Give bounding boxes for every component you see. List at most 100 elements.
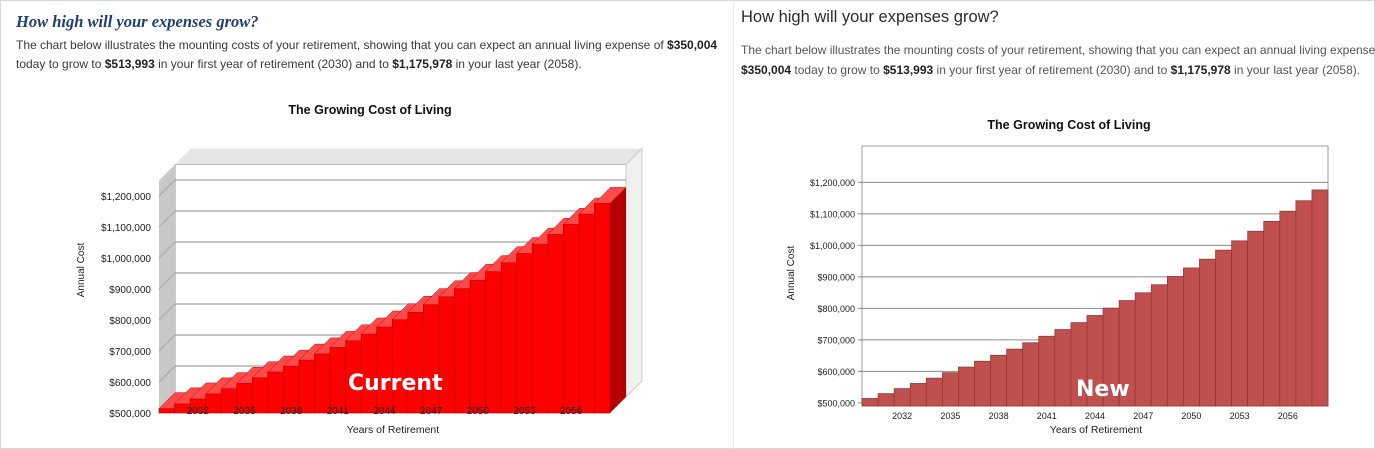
bar	[594, 203, 611, 414]
amount-today: $350,004	[667, 38, 718, 52]
amount-first-year: $513,993	[883, 63, 934, 77]
bar	[423, 304, 440, 414]
y-tick-label: $1,200,000	[101, 192, 151, 203]
bar	[407, 312, 424, 414]
x-tick-label: 2047	[1133, 411, 1153, 421]
bar	[990, 354, 1007, 407]
x-tick-label: 2032	[892, 411, 912, 421]
new-heading: How high will your expenses grow?	[741, 8, 999, 26]
x-tick-label: 2035	[233, 406, 256, 417]
new-description: The chart below illustrates the mounting…	[741, 40, 1375, 80]
current-heading: How high will your expenses grow?	[16, 12, 259, 31]
y-axis-label: Annual Cost	[786, 246, 797, 301]
gridline-side	[158, 241, 176, 259]
bar	[1231, 240, 1249, 407]
y-tick-label: $900,000	[817, 272, 855, 282]
current-label: Current	[348, 371, 443, 396]
gridline-side	[158, 210, 176, 228]
bar	[314, 353, 331, 414]
bar	[1054, 329, 1072, 407]
x-tick-label: 2044	[373, 406, 396, 417]
y-tick-label: $1,100,000	[810, 209, 855, 219]
bar	[1134, 292, 1152, 407]
x-tick-label: 2035	[940, 411, 960, 421]
bar	[454, 288, 471, 414]
bar	[925, 377, 943, 407]
x-axis-label: Years of Retirement	[347, 424, 439, 436]
x-tick-label: 2056	[1278, 411, 1298, 421]
x-tick-label: 2044	[1085, 411, 1105, 421]
y-tick-label: $500,000	[817, 398, 855, 408]
y-tick-label: $900,000	[109, 285, 151, 296]
bar	[941, 372, 959, 407]
new-cost-chart: $500,000 $600,000 $700,000 $800,000 $900,000…	[786, 118, 1329, 436]
left-side-wall	[159, 164, 175, 413]
current-description: The chart below illustrates the mounting…	[16, 36, 728, 74]
x-tick-label: 2041	[1037, 411, 1057, 421]
bar	[1215, 249, 1232, 407]
bar	[1295, 200, 1313, 407]
amount-last-year: $1,175,978	[1170, 63, 1231, 77]
y-tick-label: $1,200,000	[810, 178, 855, 188]
y-tick-label: $800,000	[109, 316, 151, 327]
bar	[909, 383, 927, 407]
bar	[391, 319, 409, 414]
bar	[485, 271, 502, 414]
desc-mid2: in your first year of retirement (2030) …	[154, 57, 393, 71]
bar	[1166, 276, 1184, 407]
x-tick-label: 2053	[1230, 411, 1250, 421]
x-tick-label: 2038	[989, 411, 1009, 421]
desc-mid2: in your first year of retirement (2030) …	[933, 63, 1171, 77]
top-wall	[175, 148, 642, 165]
bar	[861, 398, 879, 407]
bar	[1247, 230, 1265, 407]
x-tick-label: 2050	[1181, 411, 1201, 421]
y-tick-label: $1,000,000	[101, 254, 151, 265]
bar	[877, 393, 895, 407]
right-side-wall	[625, 147, 643, 399]
bar	[1199, 258, 1216, 407]
desc-mid1: today to grow to	[16, 57, 105, 71]
y-tick-label: $1,000,000	[810, 241, 855, 251]
amount-today: $350,004	[741, 63, 792, 77]
bar	[1263, 221, 1281, 407]
bar	[531, 243, 549, 414]
amount-first-year: $513,993	[104, 57, 155, 71]
bar	[1006, 348, 1024, 407]
new-panel: How high will your expenses grow? The ch…	[734, 0, 1375, 449]
x-tick-label: 2038	[280, 406, 303, 417]
x-tick-label: 2053	[513, 406, 536, 417]
x-tick-label: 2050	[467, 406, 490, 417]
bar	[547, 234, 564, 414]
gridline-side	[158, 334, 176, 352]
current-cost-chart: $500,000 $600,000 $700,000 $800,000 $900,000…	[76, 103, 643, 436]
y-tick-label: $500,000	[109, 409, 151, 420]
current-panel: How high will your expenses grow? The ch…	[16, 12, 728, 436]
bar	[376, 326, 393, 414]
bar	[1038, 335, 1056, 407]
bar	[1279, 210, 1297, 407]
x-tick-label: 2047	[420, 406, 443, 417]
bar	[1150, 284, 1168, 407]
gridline-side	[158, 179, 176, 197]
x-axis-label: Years of Retirement	[1050, 424, 1142, 436]
new-label: New	[1076, 377, 1130, 402]
chart-title: The Growing Cost of Living	[987, 118, 1150, 132]
x-tick-label: 2056	[560, 406, 583, 417]
bar	[578, 213, 595, 414]
y-tick-label: $700,000	[109, 347, 151, 358]
bar	[469, 279, 486, 414]
bar	[563, 224, 580, 414]
bar	[1311, 189, 1329, 407]
bar	[958, 366, 975, 407]
y-tick-label: $600,000	[817, 367, 855, 377]
desc-end: in your last year (2058).	[452, 57, 582, 71]
y-tick-label: $600,000	[109, 378, 151, 389]
bar	[974, 360, 991, 407]
desc-intro: The chart below illustrates the mounting…	[16, 38, 668, 52]
y-tick-label: $1,100,000	[101, 223, 151, 234]
y-tick-label: $700,000	[817, 335, 855, 345]
bar	[500, 262, 517, 414]
bar	[1183, 267, 1200, 407]
x-tick-label: 2041	[327, 406, 350, 417]
